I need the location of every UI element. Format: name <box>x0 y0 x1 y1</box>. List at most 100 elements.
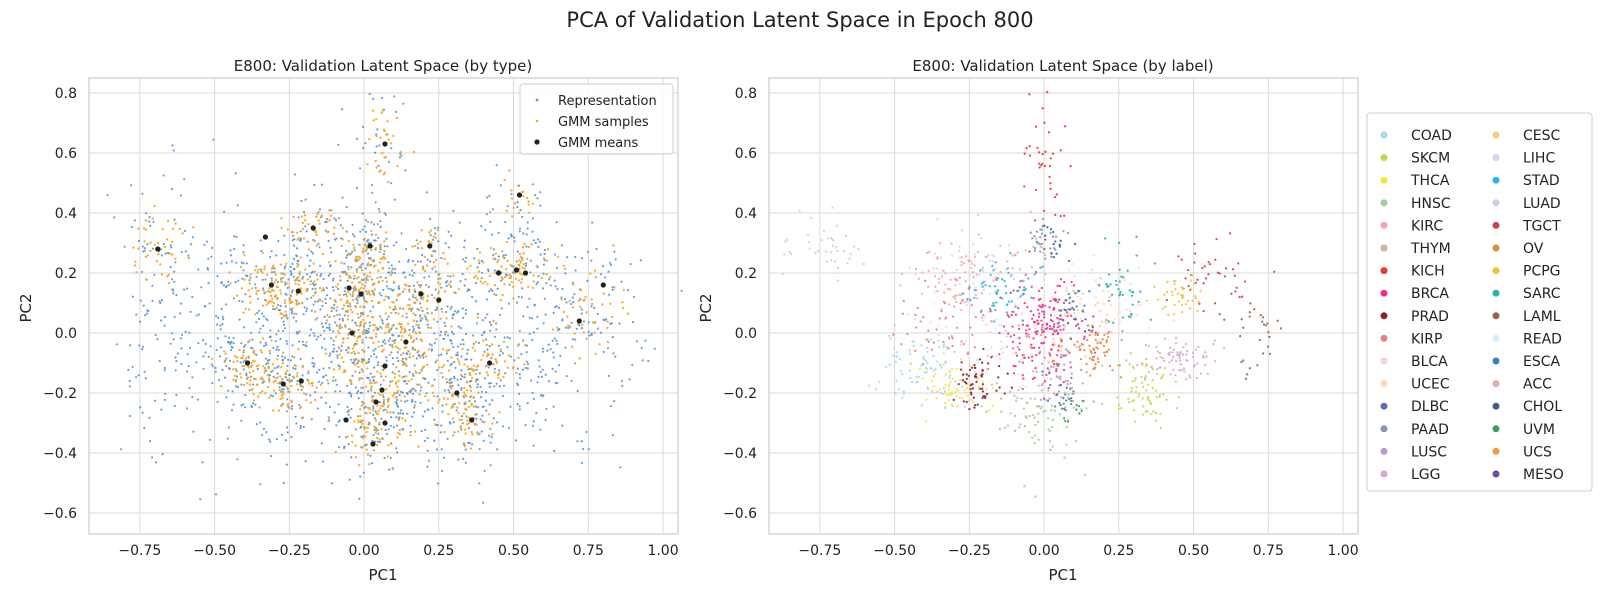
label-point-lgg <box>1161 357 1164 360</box>
gmm-sample-point <box>443 290 447 293</box>
representation-point <box>322 289 326 292</box>
label-point-pcpg <box>1172 312 1176 316</box>
label-point-brca <box>1056 284 1059 288</box>
label-point-brca <box>1051 319 1054 323</box>
label-point-sarc <box>1107 320 1110 323</box>
label-point-blca <box>999 348 1003 351</box>
right-gridlines <box>769 78 1358 534</box>
representation-point <box>321 346 324 349</box>
representation-point <box>504 372 507 375</box>
gmm-sample-point <box>415 298 419 302</box>
representation-point <box>360 377 364 380</box>
label-point-lusc <box>1039 398 1043 402</box>
gmm-sample-point <box>493 371 496 374</box>
representation-point <box>362 147 365 150</box>
representation-point <box>138 344 141 347</box>
label-point-thym <box>1032 370 1035 373</box>
representation-point <box>399 390 402 393</box>
representation-point <box>327 274 330 277</box>
label-point-ov <box>1111 369 1114 372</box>
representation-point <box>410 388 413 391</box>
gmm-sample-point <box>144 255 148 259</box>
label-point-blca <box>988 292 991 295</box>
label-point-skcm <box>1134 376 1137 380</box>
representation-point <box>338 313 341 316</box>
gmm-sample-point <box>404 362 407 365</box>
label-point-stad <box>1003 279 1006 283</box>
representation-point <box>476 378 479 381</box>
gmm-sample-point <box>359 335 362 339</box>
gmm-sample-point <box>473 422 476 425</box>
representation-point <box>401 391 404 394</box>
gmm-sample-point <box>295 312 298 316</box>
representation-point <box>355 268 358 271</box>
representation-point <box>549 348 552 351</box>
representation-point <box>328 315 331 319</box>
representation-point <box>653 347 656 350</box>
label-point-stad <box>1005 311 1009 314</box>
representation-point <box>245 374 248 377</box>
representation-point <box>364 230 367 233</box>
label-point-tgct <box>1207 273 1210 276</box>
representation-point <box>520 215 524 218</box>
representation-point <box>396 391 399 394</box>
label-point-pcpg <box>1190 274 1194 277</box>
label-point-lgg <box>1174 342 1178 345</box>
representation-point <box>464 461 467 464</box>
representation-point <box>428 343 431 346</box>
representation-point <box>403 400 407 403</box>
gmm-sample-point <box>606 326 609 330</box>
label-point-esca <box>1059 309 1063 312</box>
representation-point <box>294 415 297 418</box>
representation-point <box>467 288 470 291</box>
label-point-lusc <box>1069 361 1072 364</box>
label-point-prad <box>998 386 1001 389</box>
representation-point <box>281 388 284 391</box>
representation-point <box>332 289 335 292</box>
label-point-thym <box>1017 388 1020 392</box>
gmm-sample-point <box>374 159 377 163</box>
label-point-kirp <box>951 344 954 348</box>
label-point-coad <box>986 354 989 357</box>
gmm-sample-point <box>433 265 436 268</box>
representation-point <box>489 427 492 430</box>
representation-point <box>498 313 502 316</box>
gmm-sample-point <box>248 295 252 298</box>
gmm-sample-point <box>250 287 254 290</box>
gmm-sample-point <box>351 311 354 314</box>
gmm-sample-point <box>404 284 408 287</box>
gmm-sample-point <box>386 120 389 123</box>
representation-point <box>313 334 316 337</box>
gmm-sample-point <box>372 449 376 452</box>
gmm-sample-point <box>381 151 384 155</box>
label-point-kirc <box>936 290 939 293</box>
gmm-sample-point <box>484 280 487 284</box>
label-point-lusc <box>1040 362 1044 365</box>
label-point-uvm <box>1077 404 1081 408</box>
representation-point <box>345 249 348 252</box>
label-point-coad <box>932 354 935 358</box>
label-point-lusc <box>1066 382 1069 386</box>
label-point-brca <box>1056 316 1059 320</box>
label-point-pcpg <box>1197 300 1200 303</box>
label-point-blca <box>981 319 985 322</box>
representation-point <box>543 248 547 252</box>
gmm-sample-point <box>359 415 362 418</box>
representation-point <box>423 439 426 442</box>
gmm-sample-point <box>525 196 529 200</box>
label-point-pcpg <box>1153 285 1156 289</box>
gmm-sample-point <box>398 348 401 351</box>
representation-point <box>370 278 373 281</box>
gmm-sample-point <box>281 276 284 280</box>
gmm-sample-point <box>506 366 509 369</box>
gmm-sample-point <box>339 275 342 278</box>
label-point-kirp <box>966 352 969 355</box>
representation-point <box>394 268 397 271</box>
gmm-sample-point <box>354 456 358 459</box>
gmm-sample-point <box>233 355 237 358</box>
representation-point <box>503 336 506 339</box>
representation-point <box>299 239 302 242</box>
representation-point <box>135 313 138 316</box>
gmm-sample-point <box>413 388 416 391</box>
legend-label: READ <box>1523 331 1562 347</box>
